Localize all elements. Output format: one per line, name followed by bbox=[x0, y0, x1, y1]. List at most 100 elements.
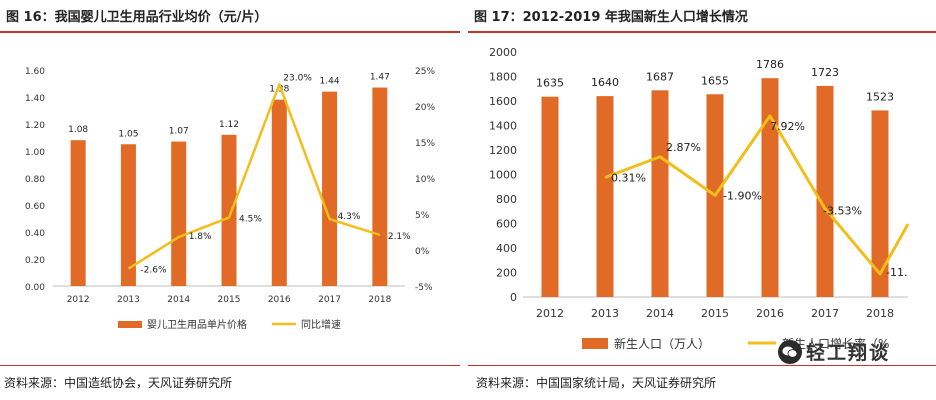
left-y-tick-label: 1.20 bbox=[25, 121, 45, 131]
left-chart: 0.00 0.20 0.40 0.60 0.80 1.00 1.20 1.40 1.60 -5% 0… bbox=[25, 67, 435, 331]
population-bar-label: 1640 bbox=[591, 76, 619, 89]
left-y-tick-label: 600 bbox=[496, 218, 517, 231]
growth-data-label: 7.92% bbox=[770, 120, 805, 133]
price-bar-label: 1.47 bbox=[370, 73, 390, 83]
left-bottom-rule bbox=[0, 365, 460, 366]
right-y-tick-label: 15% bbox=[415, 139, 435, 149]
growth-data-label: 2.87% bbox=[666, 141, 701, 154]
price-bar-label: 1.07 bbox=[169, 127, 189, 137]
left-y-tick-label: 1.60 bbox=[25, 67, 45, 77]
left-y-tick-label: 200 bbox=[496, 267, 517, 280]
left-y-tick-label: 1600 bbox=[489, 95, 517, 108]
population-bar-label: 1687 bbox=[646, 70, 674, 83]
legend-bar-swatch bbox=[118, 321, 142, 328]
population-bar-label: 1523 bbox=[866, 90, 894, 103]
wechat-watermark: 轻工翔谈 bbox=[778, 338, 890, 365]
growth-data-label: 0.31% bbox=[611, 171, 646, 184]
right-figure-title: 图 17：2012-2019 年我国新生人口增长情况 bbox=[474, 10, 748, 25]
x-tick-label: 2013 bbox=[591, 307, 619, 320]
x-tick-label: 2014 bbox=[646, 307, 674, 320]
left-y-tick-label: 0.00 bbox=[25, 283, 45, 293]
price-bar bbox=[372, 87, 388, 286]
price-bar bbox=[271, 99, 287, 286]
left-y-tick-label: 1000 bbox=[489, 169, 517, 182]
price-bar bbox=[171, 141, 187, 286]
right-source-note: 资料来源：中国国家统计局，天风证券研究所 bbox=[476, 376, 717, 390]
legend-bar-label: 新生人口（万人） bbox=[614, 336, 710, 351]
x-tick-label: 2012 bbox=[67, 295, 90, 305]
x-tick-label: 2015 bbox=[218, 295, 241, 305]
left-title-rule bbox=[0, 31, 460, 33]
price-bar-label: 1.05 bbox=[118, 129, 138, 139]
growth-data-label: 2.1% bbox=[388, 232, 411, 242]
growth-line bbox=[604, 114, 910, 276]
population-bar bbox=[816, 85, 834, 297]
x-tick-label: 2016 bbox=[268, 295, 291, 305]
x-tick-label: 2015 bbox=[701, 307, 729, 320]
right-y-tick-label: 10% bbox=[415, 175, 435, 185]
growth-data-label: 4.5% bbox=[239, 215, 262, 225]
x-tick-label: 2018 bbox=[368, 295, 391, 305]
legend-line-label: 同比增速 bbox=[301, 318, 341, 331]
population-bar-label: 1655 bbox=[701, 74, 729, 87]
growth-data-label: -1.90% bbox=[723, 189, 762, 202]
right-chart: 0 200 400 600 800 1000 1200 1400 1600 1800 2000 163… bbox=[489, 46, 910, 351]
left-y-tick-label: 0.60 bbox=[25, 202, 45, 212]
legend-bar-swatch bbox=[582, 338, 608, 349]
population-bar bbox=[761, 78, 779, 297]
left-figure-panel: 图 16：我国婴儿卫生用品行业均价（元/片） 0.00 0.20 0.40 0.60 0… bbox=[0, 0, 460, 372]
population-bar-label: 1786 bbox=[756, 58, 784, 71]
watermark-text: 轻工翔谈 bbox=[806, 342, 891, 364]
population-bar-label: 1723 bbox=[811, 66, 839, 79]
price-bar-label: 1.44 bbox=[320, 77, 340, 87]
left-y-tick-label: 800 bbox=[496, 193, 517, 206]
x-tick-label: 2018 bbox=[866, 307, 894, 320]
left-figure-title: 图 16：我国婴儿卫生用品行业均价（元/片） bbox=[6, 10, 268, 25]
left-y-tick-label: 1800 bbox=[489, 71, 517, 84]
growth-data-label: 4.3% bbox=[338, 212, 361, 222]
x-tick-label: 2016 bbox=[756, 307, 784, 320]
price-bar-label: 1.12 bbox=[219, 120, 239, 130]
price-bar-label: 1.38 bbox=[269, 85, 289, 95]
left-y-tick-label: 2000 bbox=[489, 46, 517, 59]
left-y-tick-label: 1400 bbox=[489, 120, 517, 133]
right-title-rule bbox=[468, 31, 936, 33]
growth-data-label: -2.6% bbox=[140, 266, 167, 276]
wechat-icon bbox=[778, 339, 802, 364]
left-y-tick-label: 0.80 bbox=[25, 175, 45, 185]
left-y-tick-label: 1200 bbox=[489, 144, 517, 157]
price-bar bbox=[322, 91, 338, 286]
right-y-tick-label: 0% bbox=[415, 247, 430, 257]
population-bar bbox=[871, 110, 889, 298]
x-tick-label: 2013 bbox=[117, 295, 140, 305]
legend-line-label: 新生人口增长率（% bbox=[782, 336, 889, 351]
left-y-tick-label: 0.40 bbox=[25, 229, 45, 239]
right-y-tick-label: 20% bbox=[415, 103, 435, 113]
left-y-tick-label: 1.00 bbox=[25, 148, 45, 158]
population-bar bbox=[541, 96, 559, 298]
left-source-note: 资料来源：中国造纸协会，天风证券研究所 bbox=[4, 376, 233, 390]
price-bar-label: 1.08 bbox=[68, 125, 88, 135]
growth-data-label: 23.0% bbox=[283, 73, 312, 83]
population-bar bbox=[596, 96, 614, 297]
right-figure-panel: 图 17：2012-2019 年我国新生人口增长情况 0 200 400 600 800… bbox=[468, 0, 936, 372]
right-bottom-rule bbox=[468, 365, 936, 366]
x-tick-label: 2014 bbox=[167, 295, 190, 305]
population-bar bbox=[651, 90, 669, 297]
left-y-tick-label: 400 bbox=[496, 242, 517, 255]
x-tick-label: 2017 bbox=[811, 307, 839, 320]
growth-data-label: -11. bbox=[886, 266, 907, 279]
left-y-tick-label: 1.40 bbox=[25, 94, 45, 104]
x-tick-label: 2017 bbox=[318, 295, 341, 305]
x-tick-label: 2012 bbox=[536, 307, 564, 320]
right-y-tick-label: 25% bbox=[415, 67, 435, 77]
left-y-tick-label: 0 bbox=[510, 291, 517, 304]
left-y-tick-label: 0.20 bbox=[25, 256, 45, 266]
growth-data-label: 1.8% bbox=[189, 232, 212, 242]
population-bar-label: 1635 bbox=[536, 77, 564, 90]
price-bar bbox=[120, 144, 136, 286]
right-y-tick-label: -5% bbox=[415, 283, 433, 293]
legend-bar-label: 婴儿卫生用品单片价格 bbox=[147, 318, 247, 331]
growth-line bbox=[127, 83, 381, 270]
growth-data-label: -3.53% bbox=[823, 205, 862, 218]
